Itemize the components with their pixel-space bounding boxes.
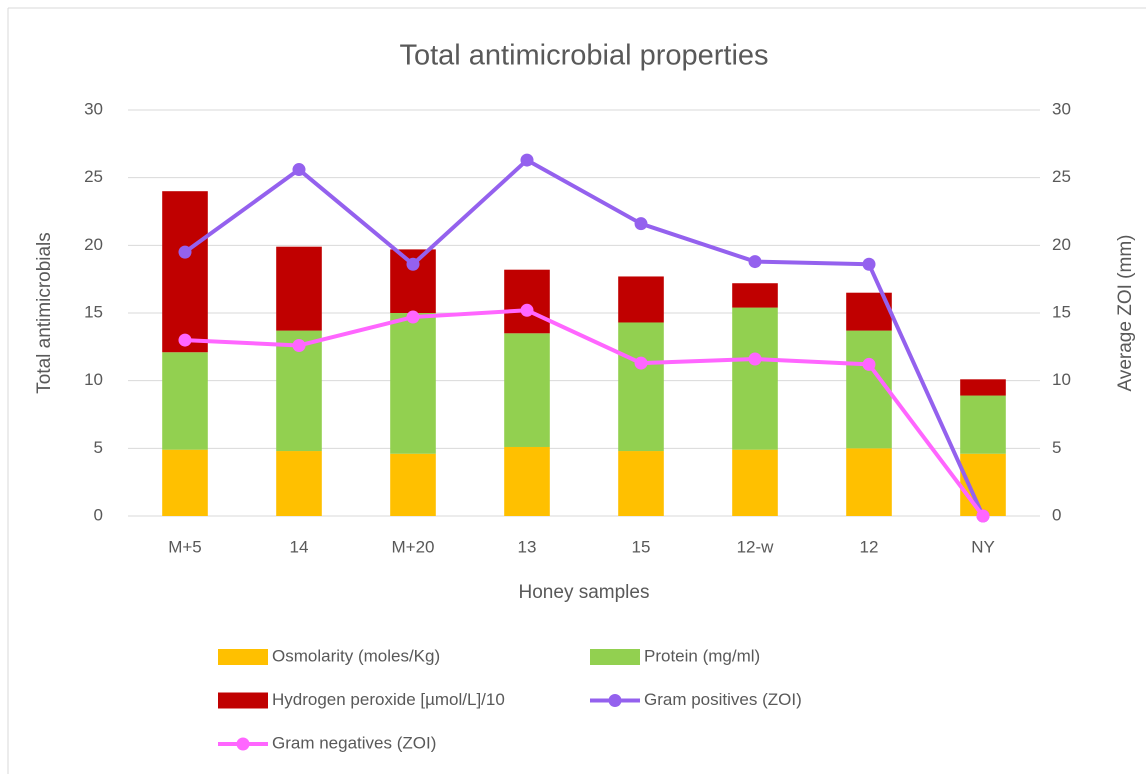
chart-title: Total antimicrobial properties	[399, 40, 768, 72]
y-tick-label: 10	[84, 370, 103, 389]
x-tick-label: 13	[518, 537, 537, 556]
legend-swatch	[218, 692, 268, 709]
x-tick-label: NY	[971, 537, 995, 556]
bar	[618, 276, 664, 323]
line-point	[406, 257, 420, 271]
legend-swatch	[236, 737, 250, 751]
legend-label: Gram positives (ZOI)	[644, 690, 802, 709]
bar	[162, 449, 208, 516]
bar	[162, 191, 208, 353]
bar	[846, 448, 892, 516]
x-tick-label: 12	[860, 537, 879, 556]
y-tick-label: 25	[84, 167, 103, 186]
line-point	[178, 333, 192, 347]
bar	[960, 379, 1006, 396]
line-point	[292, 338, 306, 352]
bar	[618, 451, 664, 516]
bar	[960, 395, 1006, 454]
x-tick-label: M+20	[392, 537, 435, 556]
bar	[846, 330, 892, 449]
y2-tick-label: 10	[1052, 370, 1071, 389]
x-axis-title: Honey samples	[519, 582, 650, 603]
y2-tick-label: 0	[1052, 505, 1061, 524]
bar	[618, 322, 664, 452]
bar	[276, 451, 322, 516]
line-point	[976, 509, 990, 523]
line	[183, 158, 985, 517]
bar	[504, 446, 550, 516]
legend-swatch	[218, 649, 268, 665]
line-point	[292, 163, 306, 177]
x-tick-label: 14	[290, 537, 309, 556]
bar	[732, 307, 778, 450]
line-point	[748, 255, 762, 269]
line-point	[634, 356, 648, 370]
bar	[162, 352, 208, 450]
bar	[390, 313, 436, 454]
bar	[732, 283, 778, 308]
line	[184, 308, 985, 518]
legend-label: Osmolarity (moles/Kg)	[272, 646, 440, 665]
line-point	[634, 217, 648, 231]
legend-swatch	[608, 694, 622, 707]
y-tick-label: 5	[94, 438, 103, 457]
line-point	[748, 352, 762, 366]
y-tick-label: 0	[94, 505, 103, 524]
legend-label: Gram negatives (ZOI)	[272, 733, 436, 752]
bar	[390, 453, 436, 516]
y-axis-title: Total antimicrobials	[34, 232, 55, 394]
y-tick-label: 20	[84, 235, 103, 254]
x-tick-label: 15	[632, 537, 651, 556]
x-tick-label: 12-w	[737, 537, 775, 556]
y-tick-label: 15	[84, 302, 103, 321]
line-point	[862, 257, 876, 271]
y2-tick-label: 30	[1052, 99, 1071, 118]
legend-swatch	[590, 649, 640, 665]
bar	[504, 269, 550, 334]
bar	[276, 246, 322, 331]
line-point	[862, 357, 876, 371]
y2-tick-label: 5	[1052, 438, 1061, 457]
y2-axis-title: Average ZOI (mm)	[1115, 235, 1136, 392]
bar	[732, 449, 778, 516]
line-point	[406, 310, 420, 324]
legend-label: Protein (mg/ml)	[644, 646, 760, 665]
y2-tick-label: 15	[1052, 302, 1071, 321]
legend-label: Hydrogen peroxide [µmol/L]/10	[272, 690, 505, 709]
y2-tick-label: 20	[1052, 235, 1071, 254]
x-tick-label: M+5	[168, 537, 202, 556]
line-point	[178, 245, 192, 259]
bar	[504, 333, 550, 447]
y2-tick-label: 25	[1052, 167, 1071, 186]
y-tick-label: 30	[84, 99, 103, 118]
line-point	[520, 153, 534, 167]
line-point	[520, 303, 534, 317]
